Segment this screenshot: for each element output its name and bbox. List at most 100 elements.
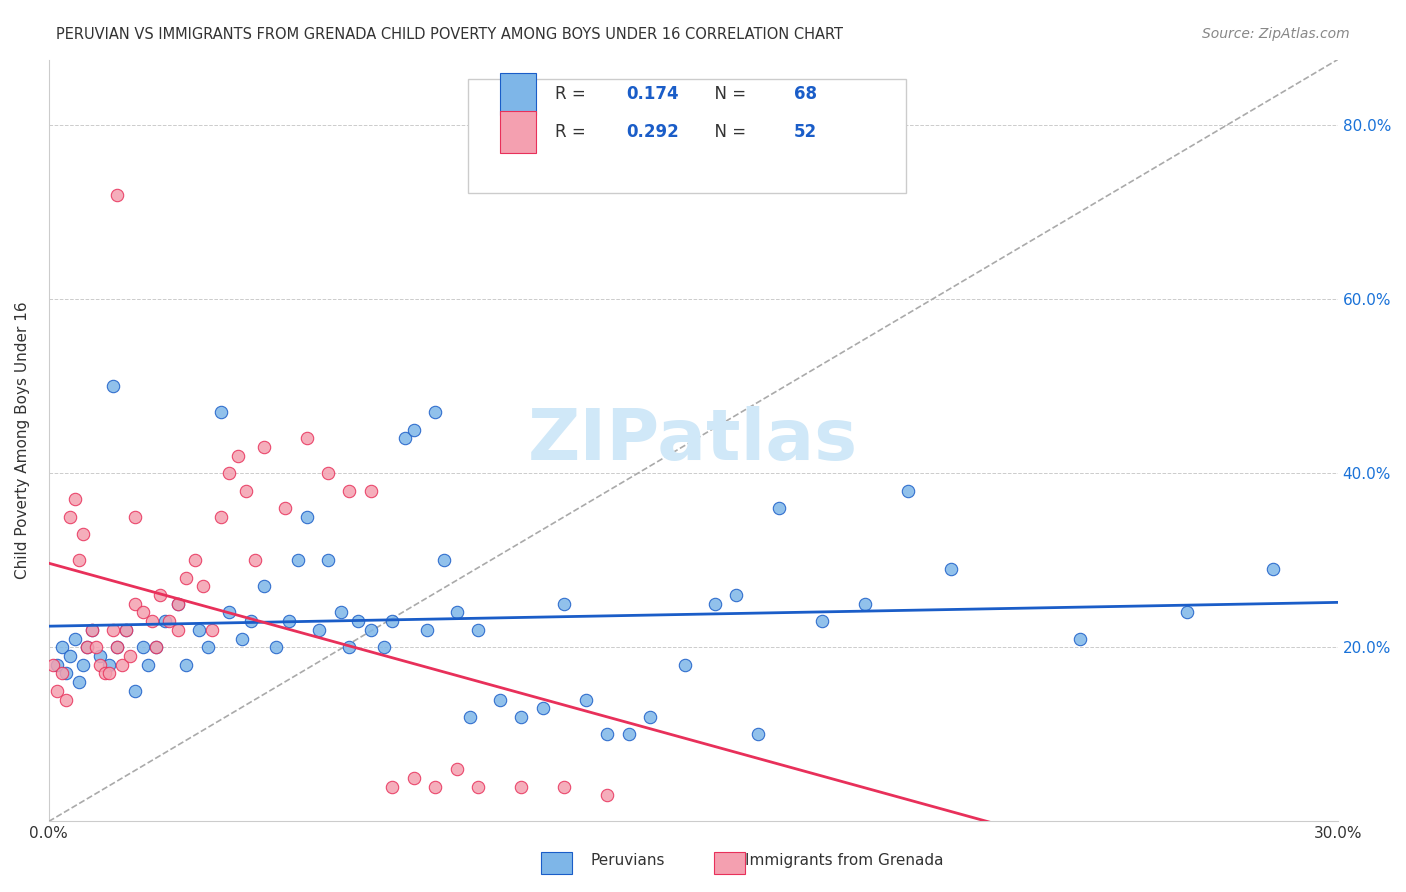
Point bbox=[295, 509, 318, 524]
Point bbox=[266, 640, 288, 655]
Point bbox=[89, 648, 111, 663]
Point bbox=[132, 640, 155, 655]
Point bbox=[467, 623, 489, 637]
Point bbox=[617, 727, 640, 741]
Point bbox=[1263, 562, 1285, 576]
Point bbox=[145, 640, 167, 655]
Point bbox=[132, 606, 155, 620]
Point bbox=[553, 597, 575, 611]
Point bbox=[209, 509, 232, 524]
Text: 0.292: 0.292 bbox=[626, 123, 679, 141]
Point bbox=[51, 640, 73, 655]
Point bbox=[188, 623, 211, 637]
Point bbox=[596, 789, 619, 803]
Point bbox=[174, 657, 197, 672]
Point bbox=[124, 509, 146, 524]
Point bbox=[46, 684, 69, 698]
Point bbox=[67, 675, 90, 690]
Point bbox=[72, 657, 94, 672]
Point bbox=[42, 657, 65, 672]
Point bbox=[59, 509, 82, 524]
Point bbox=[897, 483, 920, 498]
Point bbox=[197, 640, 219, 655]
Point bbox=[360, 623, 382, 637]
Point bbox=[107, 640, 129, 655]
Point bbox=[811, 614, 834, 628]
Point bbox=[278, 614, 301, 628]
Point bbox=[166, 597, 188, 611]
Point bbox=[638, 710, 661, 724]
Point bbox=[157, 614, 180, 628]
Point bbox=[446, 762, 468, 776]
Point bbox=[84, 640, 107, 655]
Point bbox=[46, 657, 69, 672]
Point bbox=[55, 692, 77, 706]
Point bbox=[120, 648, 142, 663]
Text: 68: 68 bbox=[794, 85, 817, 103]
Point bbox=[510, 710, 533, 724]
Point bbox=[193, 579, 215, 593]
Point bbox=[747, 727, 769, 741]
Point bbox=[115, 623, 138, 637]
Point bbox=[531, 701, 554, 715]
Text: R =: R = bbox=[555, 123, 592, 141]
Point bbox=[1175, 606, 1198, 620]
Y-axis label: Child Poverty Among Boys Under 16: Child Poverty Among Boys Under 16 bbox=[15, 301, 30, 579]
Point bbox=[252, 579, 274, 593]
Point bbox=[63, 632, 86, 646]
FancyBboxPatch shape bbox=[501, 73, 536, 115]
Point bbox=[433, 553, 456, 567]
Point bbox=[209, 405, 232, 419]
Point bbox=[489, 692, 512, 706]
Point bbox=[1069, 632, 1091, 646]
Point bbox=[218, 606, 240, 620]
Text: Immigrants from Grenada: Immigrants from Grenada bbox=[745, 854, 943, 868]
Point bbox=[239, 614, 262, 628]
Point bbox=[218, 466, 240, 480]
Point bbox=[339, 483, 361, 498]
Point bbox=[76, 640, 98, 655]
Point bbox=[274, 501, 297, 516]
Point bbox=[153, 614, 176, 628]
Point bbox=[295, 431, 318, 445]
Point bbox=[308, 623, 330, 637]
Point bbox=[226, 449, 249, 463]
Point bbox=[394, 431, 416, 445]
Point bbox=[184, 553, 207, 567]
Point bbox=[316, 466, 339, 480]
Text: PERUVIAN VS IMMIGRANTS FROM GRENADA CHILD POVERTY AMONG BOYS UNDER 16 CORRELATIO: PERUVIAN VS IMMIGRANTS FROM GRENADA CHIL… bbox=[56, 27, 844, 42]
Point bbox=[166, 623, 188, 637]
Text: N =: N = bbox=[703, 123, 751, 141]
Point bbox=[115, 623, 138, 637]
Point bbox=[103, 623, 125, 637]
Point bbox=[768, 501, 790, 516]
Point bbox=[853, 597, 876, 611]
Text: ZIPatlas: ZIPatlas bbox=[529, 406, 858, 475]
Point bbox=[231, 632, 253, 646]
Point bbox=[402, 423, 425, 437]
Point bbox=[360, 483, 382, 498]
Point bbox=[316, 553, 339, 567]
Point bbox=[97, 666, 120, 681]
Text: N =: N = bbox=[703, 85, 751, 103]
Point bbox=[673, 657, 696, 672]
Point bbox=[72, 527, 94, 541]
Point bbox=[141, 614, 163, 628]
Point bbox=[339, 640, 361, 655]
Text: Source: ZipAtlas.com: Source: ZipAtlas.com bbox=[1202, 27, 1350, 41]
Point bbox=[67, 553, 90, 567]
Point bbox=[76, 640, 98, 655]
Point bbox=[97, 657, 120, 672]
Point bbox=[373, 640, 395, 655]
Point bbox=[93, 666, 115, 681]
Point bbox=[510, 780, 533, 794]
Point bbox=[149, 588, 172, 602]
Point bbox=[596, 727, 619, 741]
Point bbox=[136, 657, 159, 672]
FancyBboxPatch shape bbox=[501, 112, 536, 153]
Point bbox=[467, 780, 489, 794]
Point bbox=[725, 588, 748, 602]
Point bbox=[51, 666, 73, 681]
Point bbox=[381, 614, 404, 628]
Point bbox=[89, 657, 111, 672]
